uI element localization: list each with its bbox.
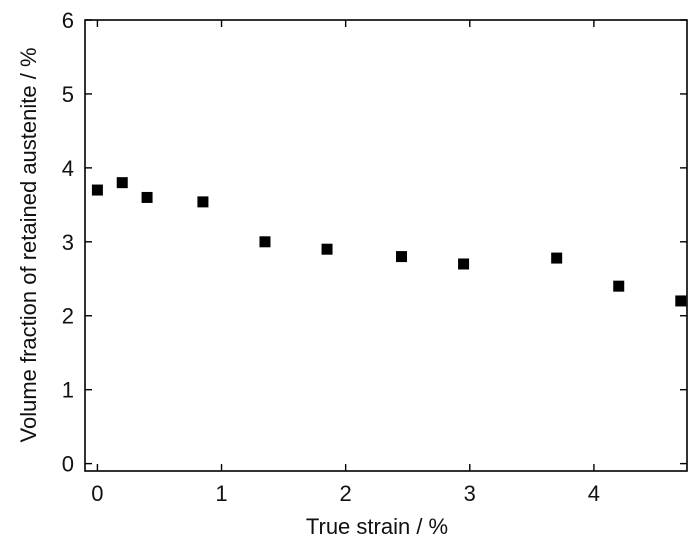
data-point	[91, 184, 103, 196]
x-axis-ticks: 0 1 2 3 4	[91, 20, 600, 506]
y-tick-label: 5	[62, 82, 74, 107]
data-point	[141, 191, 153, 203]
x-tick-label: 3	[464, 481, 476, 506]
x-tick-label: 4	[588, 481, 600, 506]
data-points	[91, 177, 687, 307]
data-point	[116, 177, 128, 189]
data-point	[551, 252, 563, 264]
y-tick-label: 1	[62, 378, 74, 403]
data-point	[675, 295, 687, 307]
data-point	[197, 196, 209, 208]
y-tick-label: 4	[62, 156, 74, 181]
y-tick-label: 2	[62, 304, 74, 329]
y-axis-ticks: 0 1 2 3 4 5 6	[62, 8, 687, 477]
x-tick-label: 2	[340, 481, 352, 506]
data-point	[613, 280, 625, 292]
data-point	[396, 251, 408, 263]
data-point	[259, 236, 271, 248]
y-tick-label: 3	[62, 230, 74, 255]
x-tick-label: 1	[215, 481, 227, 506]
plot-frame	[84, 19, 688, 472]
x-axis-title: True strain / %	[306, 514, 448, 539]
y-tick-label: 6	[62, 8, 74, 33]
y-tick-label: 0	[62, 452, 74, 477]
data-point	[458, 258, 470, 270]
y-axis-title: Volume fraction of retained austenite / …	[16, 47, 41, 442]
x-tick-label: 0	[91, 481, 103, 506]
data-point	[321, 243, 333, 255]
